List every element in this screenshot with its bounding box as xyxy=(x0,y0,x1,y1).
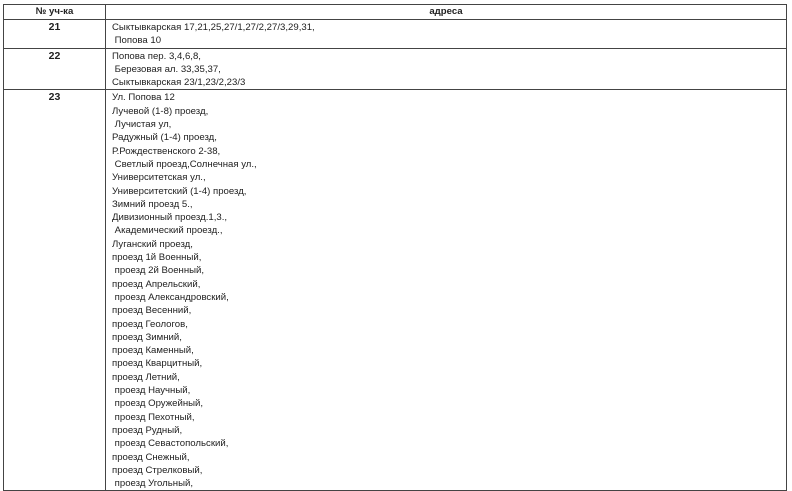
address-line: проезд Угольный, xyxy=(112,478,193,490)
address-line: Попова 10 xyxy=(112,35,162,47)
address-line: Лучистая ул, xyxy=(112,119,172,131)
address-line: проезд Апрельский, xyxy=(112,278,201,290)
address-line: Луганский проезд, xyxy=(112,238,193,250)
address-line: проезд Стрелковый, xyxy=(112,464,203,476)
header-row: № уч-ка адреса xyxy=(3,4,787,20)
address-line: Университетский (1-4) проезд, xyxy=(112,185,247,197)
address-table: № уч-ка адреса 21 Сыктывкарская 17,21,25,… xyxy=(3,4,787,491)
address-line: проезд Рудный, xyxy=(112,424,183,436)
address-line: Березовая ал. 33,35,37, xyxy=(112,63,221,75)
address-line: проезд Снежный, xyxy=(112,451,190,463)
addresses-cell: Попова пер. 3,4,6,8, Березовая ал. 33,35… xyxy=(105,47,787,91)
addresses-cell: Ул. Попова 12 Лучевой (1-8) проезд, Лучис… xyxy=(105,89,787,491)
address-line: Зимний проезд 5., xyxy=(112,198,193,210)
table-row: 22 Попова пер. 3,4,6,8, Березовая ал. 33,… xyxy=(3,47,787,91)
address-line: проезд Севастопольский, xyxy=(112,438,229,450)
address-line: проезд Научный, xyxy=(112,385,191,397)
header-addresses: адреса xyxy=(105,4,787,20)
address-line: Р.Рождественского 2-38, xyxy=(112,145,221,157)
address-line: Радужный (1-4) проезд, xyxy=(112,132,217,144)
address-line: проезд Каменный, xyxy=(112,345,194,357)
address-line: проезд Кварцитный, xyxy=(112,358,203,370)
table-row: 21 Сыктывкарская 17,21,25,27/1,27/2,27/3,… xyxy=(3,19,787,49)
address-line: Светлый проезд,Солнечная ул., xyxy=(112,158,257,170)
address-line: Лучевой (1-8) проезд, xyxy=(112,105,209,117)
address-line: Университетская ул., xyxy=(112,172,206,184)
plot-number: 22 xyxy=(3,47,106,91)
address-line: Академический проезд., xyxy=(112,225,223,237)
address-line: проезд 1й Военный, xyxy=(112,252,202,264)
address-line: проезд Весенний, xyxy=(112,305,192,317)
header-plot-number: № уч-ка xyxy=(3,4,106,20)
address-line: Дивизионный проезд.1,3., xyxy=(112,212,228,224)
address-line: проезд Летний, xyxy=(112,371,180,383)
address-line: проезд 2й Военный, xyxy=(112,265,205,277)
address-line: проезд Геологов, xyxy=(112,318,188,330)
address-line: проезд Пехотный, xyxy=(112,411,195,423)
table-row: 23 Ул. Попова 12 Лучевой (1-8) проезд, Луч… xyxy=(3,89,787,491)
plot-number: 21 xyxy=(3,19,106,49)
address-line: Попова пер. 3,4,6,8, xyxy=(112,50,201,62)
address-line: Сыктывкарская 23/1,23/2,23/3 xyxy=(112,77,246,89)
plot-number: 23 xyxy=(3,89,106,491)
address-line: Ул. Попова 12 xyxy=(112,92,175,104)
address-line: проезд Зимний, xyxy=(112,331,182,343)
address-line: проезд Александровский, xyxy=(112,291,229,303)
address-line: проезд Оружейный, xyxy=(112,398,204,410)
addresses-cell: Сыктывкарская 17,21,25,27/1,27/2,27/3,29… xyxy=(105,19,787,49)
address-line: Сыктывкарская 17,21,25,27/1,27/2,27/3,29… xyxy=(112,22,315,33)
